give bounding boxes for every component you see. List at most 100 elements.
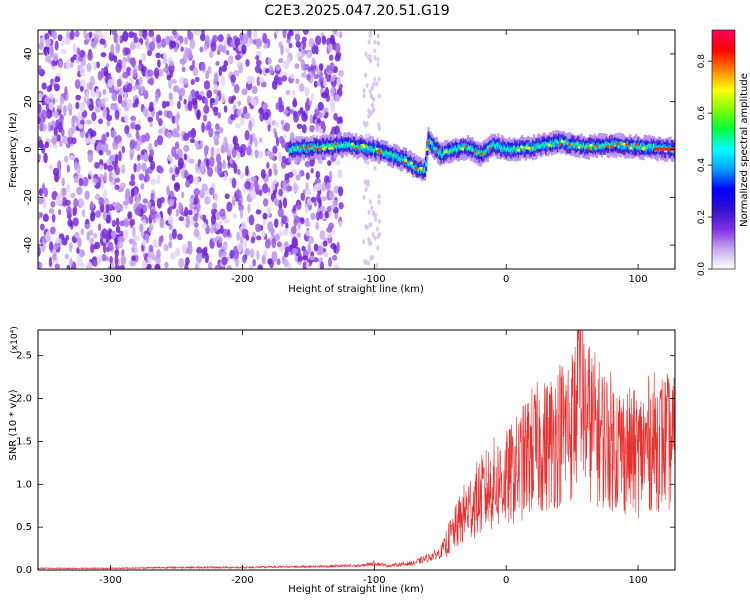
spectrogram-peak-mark xyxy=(605,145,610,148)
spectrogram-noise-mark xyxy=(205,34,210,45)
spectrogram-noise-mark xyxy=(368,88,372,94)
spectrogram-noise-mark xyxy=(290,73,295,80)
spectrogram-ridge-mark xyxy=(496,143,499,150)
spectrogram-ridge-mark xyxy=(536,145,539,150)
spectrogram-ridge-mark xyxy=(574,142,577,147)
spectrogram-noise-mark xyxy=(103,66,109,77)
spectrogram-ridge-mark xyxy=(546,142,549,147)
spectrogram-ridge-mark xyxy=(371,146,374,151)
figure-title: C2E3.2025.047.20.51.G19 xyxy=(264,3,449,19)
spectrogram-ridge-mark xyxy=(447,150,450,155)
spectrogram-ridge-mark xyxy=(641,141,644,149)
spectrogram-noise-mark xyxy=(69,30,75,40)
spectrogram-noise-mark xyxy=(87,51,94,61)
snr-series-line xyxy=(38,330,675,570)
spectrogram-peak-mark xyxy=(444,150,449,153)
spectrogram-ridge-mark xyxy=(311,142,314,150)
spectrogram-ridge-mark xyxy=(566,138,569,145)
spectrogram-ridge-mark xyxy=(486,145,490,150)
spectrogram-noise-mark xyxy=(261,231,266,238)
spectrogram-noise-mark xyxy=(224,193,230,200)
spectrogram-noise-mark xyxy=(273,167,278,176)
spectrogram-noise-mark xyxy=(323,77,327,88)
spectrogram-noise-mark xyxy=(153,67,160,78)
spectrogram-noise-mark xyxy=(255,37,263,48)
spectrogram-noise-mark xyxy=(328,54,334,61)
spectrogram-ridge-mark xyxy=(603,144,606,151)
spectrogram-ridge-mark xyxy=(431,140,434,145)
spectrogram-noise-mark xyxy=(283,259,289,268)
spectrogram-noise-mark xyxy=(296,255,304,262)
spectrogram-ridge-mark xyxy=(618,145,621,149)
spectrogram-noise-mark xyxy=(198,234,202,241)
spectrogram-ridge-mark xyxy=(315,140,319,151)
spectrogram-ridge-mark xyxy=(619,141,622,146)
spectrogram-noise-mark xyxy=(107,164,114,172)
spectrogram-noise-mark xyxy=(376,57,380,63)
spectrogram-noise-mark xyxy=(130,173,136,182)
spectrogram-noise-mark xyxy=(168,63,175,74)
spectrogram-ridge-mark xyxy=(491,144,494,149)
spectrogram-ridge-mark xyxy=(347,142,351,147)
spectrogram-ridge-mark xyxy=(403,155,406,160)
spectrogram-ridge-mark xyxy=(537,144,541,149)
spectrogram-noise-mark xyxy=(44,96,50,104)
spectrogram-peak-mark xyxy=(610,145,615,149)
spectrogram-ridge-mark xyxy=(400,158,403,163)
spectrogram-noise-mark xyxy=(66,164,71,173)
spectrogram-noise-mark xyxy=(48,164,54,170)
spectrogram-noise-mark xyxy=(82,176,89,187)
spectrogram-noise-mark xyxy=(262,111,270,121)
spectrogram-peak-mark xyxy=(323,146,328,150)
spectrogram-ridge-mark xyxy=(498,141,501,149)
spectrogram-ridge-mark xyxy=(295,148,298,153)
spectrogram-ridge-mark xyxy=(554,141,557,148)
spectrogram-ridge-mark xyxy=(643,143,646,148)
spectrogram-noise-mark xyxy=(142,239,147,247)
spectrogram-noise-mark xyxy=(86,82,91,90)
spectrogram-noise-mark xyxy=(72,207,76,217)
spectrogram-noise-mark xyxy=(260,81,267,88)
spectrogram-noise-mark xyxy=(184,206,189,217)
spectrogram-ridge-mark xyxy=(314,143,317,148)
spectrogram-noise-mark xyxy=(149,149,155,158)
spectrogram-noise-mark xyxy=(79,66,86,77)
spectrogram-noise-mark xyxy=(311,57,316,67)
spectrogram-noise-mark xyxy=(99,38,106,45)
spectrogram-noise-mark xyxy=(300,170,305,177)
spectrogram-noise-mark xyxy=(313,80,318,88)
spectrogram-ridge-mark xyxy=(547,143,550,150)
spectrogram-ridge-mark xyxy=(613,142,617,147)
spectrogram-noise-mark xyxy=(175,208,179,218)
spectrogram-noise-mark xyxy=(226,201,233,212)
spectrogram-noise-mark xyxy=(44,55,51,63)
spectrogram-noise-mark xyxy=(169,167,174,174)
spectrogram-noise-mark xyxy=(328,222,335,230)
spectrogram-ridge-mark xyxy=(296,145,300,150)
spectrogram-ridge-mark xyxy=(512,145,516,149)
spectrogram-ridge-mark xyxy=(503,145,506,150)
spectrogram-y-tick-label: 40 xyxy=(23,48,34,61)
spectrogram-noise-mark xyxy=(321,35,327,45)
spectrogram-noise-mark xyxy=(364,51,368,57)
spectrogram-ridge-mark xyxy=(533,146,536,151)
spectrogram-peak-mark xyxy=(404,159,409,162)
spectrogram-noise-mark xyxy=(54,76,61,83)
spectrogram-noise-mark xyxy=(183,132,190,142)
spectrogram-ridge-mark xyxy=(579,143,582,148)
spectrogram-noise-mark xyxy=(155,52,161,59)
spectrogram-noise-mark xyxy=(277,76,283,86)
spectrogram-noise-mark xyxy=(207,261,213,269)
spectrogram-noise-mark xyxy=(182,77,189,85)
spectrogram-noise-mark xyxy=(96,254,103,264)
spectrogram-noise-mark xyxy=(233,249,239,260)
spectrogram-noise-mark xyxy=(126,132,133,138)
spectrogram-noise-mark xyxy=(327,256,333,268)
spectrogram-ridge-mark xyxy=(299,149,302,153)
spectrogram-noise-mark xyxy=(323,251,329,258)
spectrogram-noise-mark xyxy=(254,65,262,74)
spectrogram-ridge-mark xyxy=(480,150,484,154)
spectrogram-ridge-mark xyxy=(663,144,666,151)
spectrogram-ridge-mark xyxy=(454,146,457,151)
spectrogram-noise-mark xyxy=(317,68,321,76)
